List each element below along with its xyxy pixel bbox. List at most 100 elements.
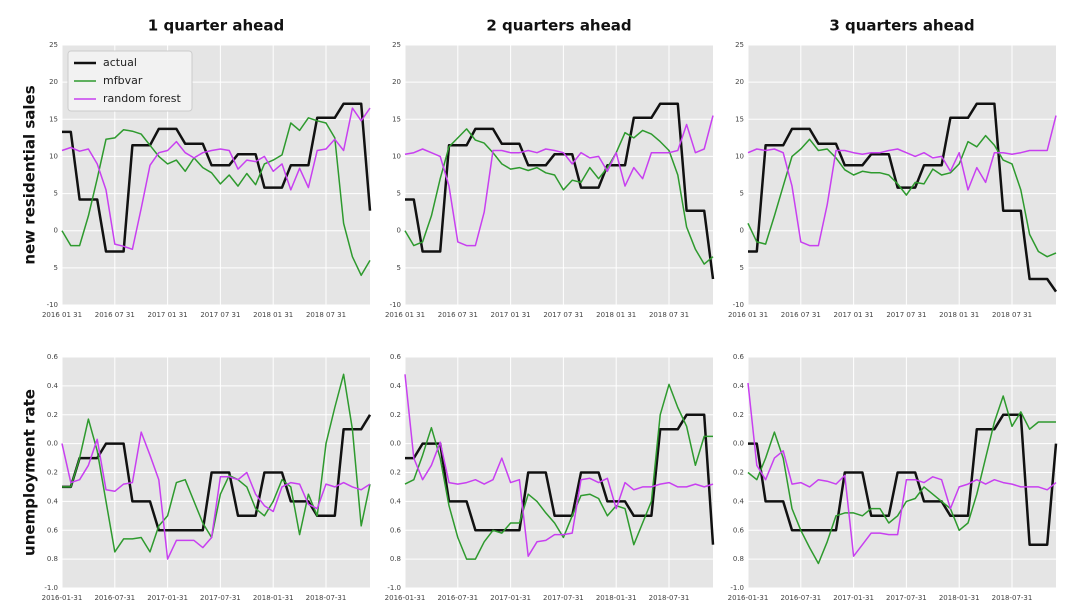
y-tick-label: 0.2 xyxy=(390,469,401,477)
y-tick-label: 5 xyxy=(740,190,744,198)
x-tick-label: 2017 07 31 xyxy=(543,311,583,319)
x-tick-label: 2016 01 31 xyxy=(728,311,768,319)
y-tick-label: 0.6 xyxy=(390,526,402,534)
plot-background xyxy=(405,45,713,305)
y-tick-label: 0.2 xyxy=(733,469,744,477)
legend-label: actual xyxy=(103,56,137,69)
plot-background xyxy=(748,45,1056,305)
legend: actual mfbvar random forest xyxy=(67,50,193,112)
x-tick-label: 2018-01-31 xyxy=(939,594,980,602)
y-tick-label: 0 xyxy=(397,227,401,235)
x-tick-label: 2017 01 31 xyxy=(834,311,874,319)
series-line xyxy=(405,413,715,545)
legend-label: random forest xyxy=(103,92,182,105)
y-tick-label: 0.8 xyxy=(733,555,744,563)
series-line xyxy=(61,431,371,560)
x-tick-label: 2016 07 31 xyxy=(438,311,478,319)
y-tick-label: 15 xyxy=(735,115,744,123)
y-tick-label: 0.0 xyxy=(47,440,58,448)
y-tick-label: 0.6 xyxy=(390,353,402,361)
y-tick-label: -1.0 xyxy=(44,584,58,592)
x-tick-label: 2016 07 31 xyxy=(781,311,821,319)
y-tick-label: 10 xyxy=(49,152,58,160)
y-tick-label: 5 xyxy=(54,264,58,272)
series-line xyxy=(62,102,372,253)
x-tick-label: 2016-07-31 xyxy=(437,594,478,602)
x-tick-label: 2018 01 31 xyxy=(253,311,293,319)
y-tick-label: 10 xyxy=(735,152,744,160)
chart-title: 3 quarters ahead xyxy=(829,17,974,35)
y-tick-label: 5 xyxy=(397,190,401,198)
y-tick-label: 0.4 xyxy=(47,382,59,390)
y-tick-label: 20 xyxy=(392,78,401,86)
y-tick-label: 15 xyxy=(392,115,401,123)
y-tick-label: 0.6 xyxy=(733,526,745,534)
series-line xyxy=(404,374,714,557)
y-tick-label: 25 xyxy=(49,41,58,49)
x-tick-label: 2017-07-31 xyxy=(886,594,927,602)
x-tick-label: 2017-01-31 xyxy=(147,594,188,602)
y-tick-label: 0.6 xyxy=(47,353,59,361)
x-tick-label: 2018 01 31 xyxy=(596,311,636,319)
y-tick-label: 0.8 xyxy=(390,555,401,563)
x-tick-label: 2017-01-31 xyxy=(833,594,874,602)
x-tick-label: 2017-01-31 xyxy=(490,594,531,602)
y-tick-label: 0.0 xyxy=(390,440,401,448)
x-tick-label: 2018-07-31 xyxy=(992,594,1033,602)
x-tick-label: 2017 01 31 xyxy=(491,311,531,319)
series-line xyxy=(404,383,713,560)
x-tick-label: 2016-01-31 xyxy=(385,594,426,602)
y-tick-label: -1.0 xyxy=(730,584,744,592)
x-tick-label: 2017 07 31 xyxy=(200,311,240,319)
y-tick-label: 15 xyxy=(49,115,58,123)
y-tick-label: 0.6 xyxy=(733,353,745,361)
y-tick-label: 10 xyxy=(392,152,401,160)
y-tick-label: 0.2 xyxy=(47,411,58,419)
series-line xyxy=(62,414,372,532)
y-axis-label: new residential sales xyxy=(21,85,39,264)
y-tick-label: 0.4 xyxy=(733,382,745,390)
y-tick-label: 0.4 xyxy=(390,497,402,505)
series-line xyxy=(61,107,371,251)
y-axis-label: unemployment rate xyxy=(21,389,39,556)
x-tick-label: 2016 01 31 xyxy=(385,311,425,319)
x-tick-label: 2018 01 31 xyxy=(939,311,979,319)
y-tick-label: 0.8 xyxy=(47,555,58,563)
y-tick-label: 0.2 xyxy=(390,411,401,419)
y-tick-label: 0.2 xyxy=(733,411,744,419)
y-tick-label: -1.0 xyxy=(387,584,401,592)
x-tick-label: 2017 01 31 xyxy=(148,311,188,319)
series-line xyxy=(404,128,714,265)
y-tick-label: 0.4 xyxy=(733,497,745,505)
series-line xyxy=(748,413,1058,546)
x-tick-label: 2017-07-31 xyxy=(200,594,241,602)
y-tick-label: -10 xyxy=(47,301,58,309)
y-tick-label: 0.4 xyxy=(390,382,402,390)
x-tick-label: 2017 07 31 xyxy=(886,311,926,319)
x-tick-label: 2016 07 31 xyxy=(95,311,135,319)
x-tick-label: 2018 07 31 xyxy=(992,311,1032,319)
series-line xyxy=(748,102,1058,293)
x-tick-label: 2018-07-31 xyxy=(306,594,347,602)
legend-box xyxy=(67,50,193,112)
y-tick-label: 5 xyxy=(740,264,744,272)
y-tick-label: 20 xyxy=(735,78,744,86)
y-tick-label: 0.0 xyxy=(733,440,744,448)
x-tick-label: 2016-01-31 xyxy=(728,594,769,602)
y-tick-label: 0.6 xyxy=(47,526,59,534)
legend-label: mfbvar xyxy=(103,74,143,87)
series-line xyxy=(404,115,714,247)
y-tick-label: 25 xyxy=(392,41,401,49)
series-line xyxy=(61,117,371,277)
series-line xyxy=(405,102,715,280)
chart-title: 1 quarter ahead xyxy=(148,17,284,35)
y-tick-label: -10 xyxy=(733,301,744,309)
x-tick-label: 2016 01 31 xyxy=(42,311,82,319)
series-line xyxy=(747,382,1057,557)
y-tick-label: -10 xyxy=(390,301,401,309)
x-tick-label: 2018-01-31 xyxy=(253,594,294,602)
x-tick-label: 2018-07-31 xyxy=(649,594,690,602)
series-line xyxy=(747,134,1057,258)
x-tick-label: 2018 07 31 xyxy=(306,311,346,319)
